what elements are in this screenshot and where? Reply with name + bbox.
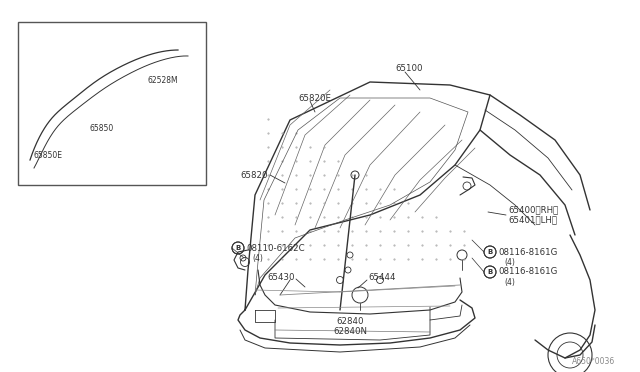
Text: 62840N: 62840N — [333, 327, 367, 337]
Text: 08116-8161G: 08116-8161G — [498, 267, 557, 276]
Text: B: B — [236, 245, 241, 251]
Text: (4): (4) — [504, 259, 515, 267]
Circle shape — [484, 266, 496, 278]
Text: 08110-6162C: 08110-6162C — [246, 244, 305, 253]
Text: A650*0036: A650*0036 — [572, 357, 615, 366]
Circle shape — [232, 242, 244, 254]
Text: B: B — [488, 249, 493, 255]
Text: 65401〈LH〉: 65401〈LH〉 — [508, 215, 557, 224]
Text: B: B — [488, 269, 493, 275]
Text: 65820E: 65820E — [298, 93, 331, 103]
Text: 65820: 65820 — [241, 170, 268, 180]
Text: 62528M: 62528M — [148, 76, 179, 84]
Text: 65444: 65444 — [368, 273, 396, 282]
Circle shape — [484, 246, 496, 258]
Text: 65850: 65850 — [90, 124, 115, 132]
Text: 65430: 65430 — [268, 273, 295, 282]
Text: 65850E: 65850E — [33, 151, 62, 160]
Text: 65100: 65100 — [395, 64, 422, 73]
Text: 62840: 62840 — [336, 317, 364, 327]
Text: 65400〈RH〉: 65400〈RH〉 — [508, 205, 558, 215]
Text: (4): (4) — [504, 279, 515, 288]
Text: 08116-8161G: 08116-8161G — [498, 247, 557, 257]
Bar — [18, 22, 206, 185]
Text: (4): (4) — [252, 254, 263, 263]
